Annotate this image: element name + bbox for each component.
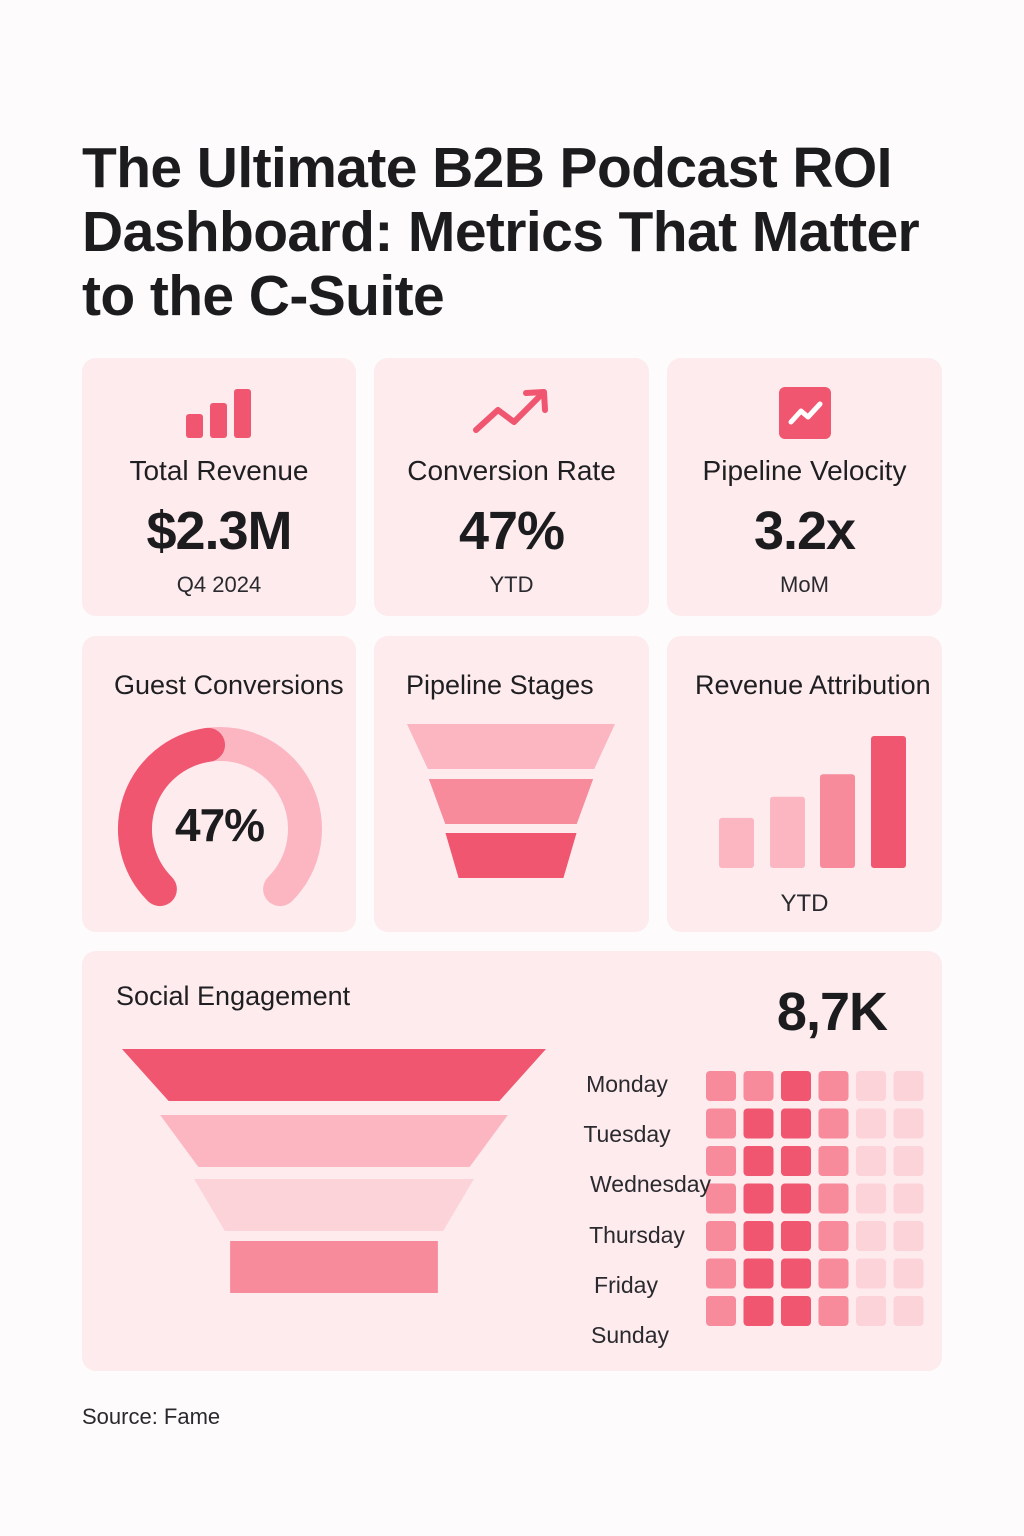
heatmap-cell: [743, 1071, 774, 1101]
gauge-value-label: 47%: [175, 799, 265, 851]
revenue-bar: [820, 774, 855, 868]
revenue-bar: [770, 796, 805, 868]
heatmap-row-label: Tuesday: [583, 1121, 671, 1148]
engagement-funnel-bar: [160, 1115, 508, 1167]
kpi-value: $2.3M: [146, 501, 292, 561]
revenue-bar: [871, 736, 906, 868]
heatmap-cell: [743, 1221, 774, 1251]
trend-up-icon: [472, 389, 548, 433]
heatmap-cell: [893, 1296, 924, 1326]
heatmap-cell: [706, 1296, 736, 1326]
heatmap-cell: [743, 1258, 774, 1289]
social-engagement-card: Social Engagement 8,7K Monday Tuesday Wedn…: [82, 951, 942, 1371]
revenue-bar: [719, 817, 754, 868]
engagement-funnel-bar: [230, 1241, 438, 1293]
heatmap-row-label: Sunday: [590, 1322, 669, 1348]
source-note: Source: Fame: [82, 1404, 221, 1429]
kpi-value: 3.2x: [753, 501, 856, 561]
kpi-period: Q4 2024: [176, 572, 262, 597]
heatmap-cell: [781, 1221, 811, 1251]
heatmap-cell: [893, 1108, 924, 1139]
heatmap-row-label: Monday: [586, 1071, 668, 1097]
heatmap-cell: [706, 1146, 736, 1176]
heatmap-cell: [856, 1108, 886, 1139]
engagement-total: 8,7K: [776, 982, 888, 1042]
heatmap-cell: [743, 1183, 774, 1214]
heatmap-cell: [706, 1071, 736, 1101]
heatmap-cell: [743, 1296, 774, 1326]
heatmap-row-label: Friday: [594, 1271, 658, 1298]
heatmap-cell: [818, 1183, 849, 1214]
heatmap-cell: [893, 1183, 924, 1214]
card-title: Revenue Attribution: [695, 670, 931, 700]
kpi-label: Total Revenue: [129, 455, 309, 486]
heatmap-cell: [856, 1296, 886, 1326]
heatmap-cell: [818, 1258, 849, 1289]
kpi-period: MoM: [780, 572, 829, 597]
kpi-value: 47%: [458, 501, 565, 561]
pipeline-stage-bar: [407, 724, 615, 769]
pipeline-stage-bar: [428, 779, 594, 824]
heatmap-cell: [818, 1221, 849, 1251]
heatmap-cell: [818, 1071, 849, 1101]
card-title: Social Engagement: [116, 981, 351, 1011]
heatmap-cell: [781, 1146, 811, 1176]
heatmap-cell: [856, 1146, 886, 1176]
heatmap-cell: [856, 1071, 886, 1101]
revenue-attribution-chart: [719, 736, 906, 868]
heatmap-row-label: Wednesday: [590, 1171, 712, 1198]
heatmap-row-label: Thursday: [589, 1221, 685, 1248]
kpi-period: YTD: [489, 572, 534, 597]
heatmap-cell: [706, 1221, 736, 1251]
heatmap-cell: [781, 1258, 811, 1289]
heatmap-cell: [706, 1108, 736, 1139]
guest-conversions-gauge: [118, 727, 322, 907]
heatmap-cell: [743, 1108, 774, 1139]
heatmap-cell: [856, 1258, 886, 1289]
heatmap-cell: [856, 1221, 886, 1251]
kpi-card-total-revenue: Total Revenue $2.3M Q4 2024: [82, 358, 356, 616]
engagement-funnel-bar: [194, 1179, 474, 1231]
engagement-funnel-chart: [122, 1049, 924, 1326]
heatmap-cell: [818, 1146, 849, 1176]
heatmap-cell: [893, 1221, 924, 1251]
pipeline-stage-bar: [445, 833, 577, 878]
heatmap-cell: [781, 1296, 811, 1326]
heatmap-cell: [781, 1108, 811, 1139]
heatmap-cell: [818, 1108, 849, 1139]
card-title: Guest Conversions: [114, 670, 344, 700]
gauge-remainder-arc: [191, 727, 322, 907]
guest-conversions-card: Guest Conversions 47%: [82, 636, 356, 932]
heatmap-cell: [781, 1183, 811, 1214]
pipeline-funnel-chart: [407, 724, 615, 878]
trend-square-icon: [778, 387, 831, 439]
heatmap-cell: [893, 1258, 924, 1289]
heatmap-cell: [818, 1296, 849, 1326]
pipeline-stages-card: Pipeline Stages: [374, 636, 649, 932]
gauge-value-arc: [118, 727, 226, 907]
heatmap-cell: [893, 1071, 924, 1101]
heatmap-cell: [743, 1146, 774, 1176]
kpi-card-pipeline-velocity: Pipeline Velocity 3.2x MoM: [667, 358, 942, 616]
heatmap-cell: [893, 1146, 924, 1176]
kpi-label: Pipeline Velocity: [702, 455, 907, 486]
kpi-card-conversion-rate: Conversion Rate 47% YTD: [374, 358, 649, 616]
page-title: The Ultimate B2B Podcast ROI Dashboard: …: [82, 136, 920, 328]
card-title: Pipeline Stages: [406, 670, 594, 700]
heatmap-cell: [706, 1258, 736, 1289]
engagement-funnel-bar: [122, 1049, 546, 1101]
revenue-attribution-card: Revenue Attribution YTD: [667, 636, 942, 932]
kpi-label: Conversion Rate: [407, 455, 616, 486]
bar-chart-icon: [186, 389, 251, 438]
heatmap-cell: [781, 1071, 811, 1101]
axis-label: YTD: [780, 890, 829, 917]
heatmap-cell: [706, 1183, 736, 1214]
heatmap-cell: [856, 1183, 886, 1214]
